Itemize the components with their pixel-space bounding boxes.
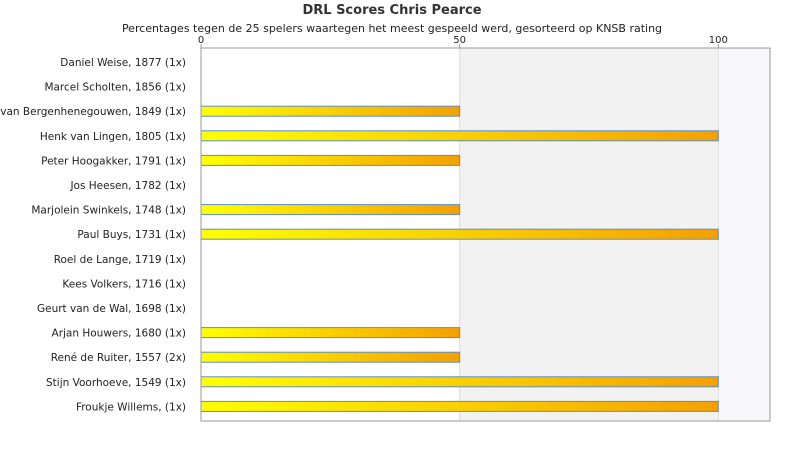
category-label: Geurt van de Wal, 1698 (1x) (37, 303, 186, 315)
category-label: Stijn Voorhoeve, 1549 (1x) (46, 377, 186, 389)
category-label: Froukje Willems, (1x) (76, 401, 186, 413)
category-label: Bart van Bergenhenegouwen, 1849 (1x) (0, 106, 186, 118)
category-label: Henk van Lingen, 1805 (1x) (40, 131, 186, 143)
category-label: Arjan Houwers, 1680 (1x) (52, 328, 186, 340)
bar (200, 228, 719, 240)
category-label: Peter Hoogakker, 1791 (1x) (41, 155, 186, 167)
band-100-end (718, 48, 770, 421)
category-label: Marcel Scholten, 1856 (1x) (44, 82, 186, 94)
plot-frame (200, 47, 771, 422)
chart-title: DRL Scores Chris Pearce (302, 3, 482, 18)
category-label: Roel de Lange, 1719 (1x) (54, 254, 186, 266)
tick-label-0: 0 (198, 35, 204, 46)
bar (200, 105, 461, 117)
x-axis-ticks: 0 50 100 (198, 35, 728, 48)
category-label: Paul Buys, 1731 (1x) (77, 229, 186, 241)
bar (200, 400, 719, 412)
bar (200, 327, 461, 339)
category-label: René de Ruiter, 1557 (2x) (51, 352, 186, 364)
bar (200, 351, 461, 363)
tick-label-50: 50 (453, 35, 466, 46)
bar (200, 376, 719, 388)
category-label: Jos Heesen, 1782 (1x) (69, 180, 186, 192)
category-label: Kees Volkers, 1716 (1x) (62, 278, 186, 290)
category-label: Marjolein Swinkels, 1748 (1x) (31, 205, 186, 217)
bar (200, 204, 461, 216)
category-labels: Daniel Weise, 1877 (1x) Marcel Scholten, … (0, 57, 186, 413)
tick-label-100: 100 (709, 35, 728, 46)
bar (200, 130, 719, 142)
category-label: Daniel Weise, 1877 (1x) (60, 57, 186, 69)
chart-subtitle: Percentages tegen de 25 spelers waartege… (121, 22, 663, 35)
bar (200, 154, 461, 166)
